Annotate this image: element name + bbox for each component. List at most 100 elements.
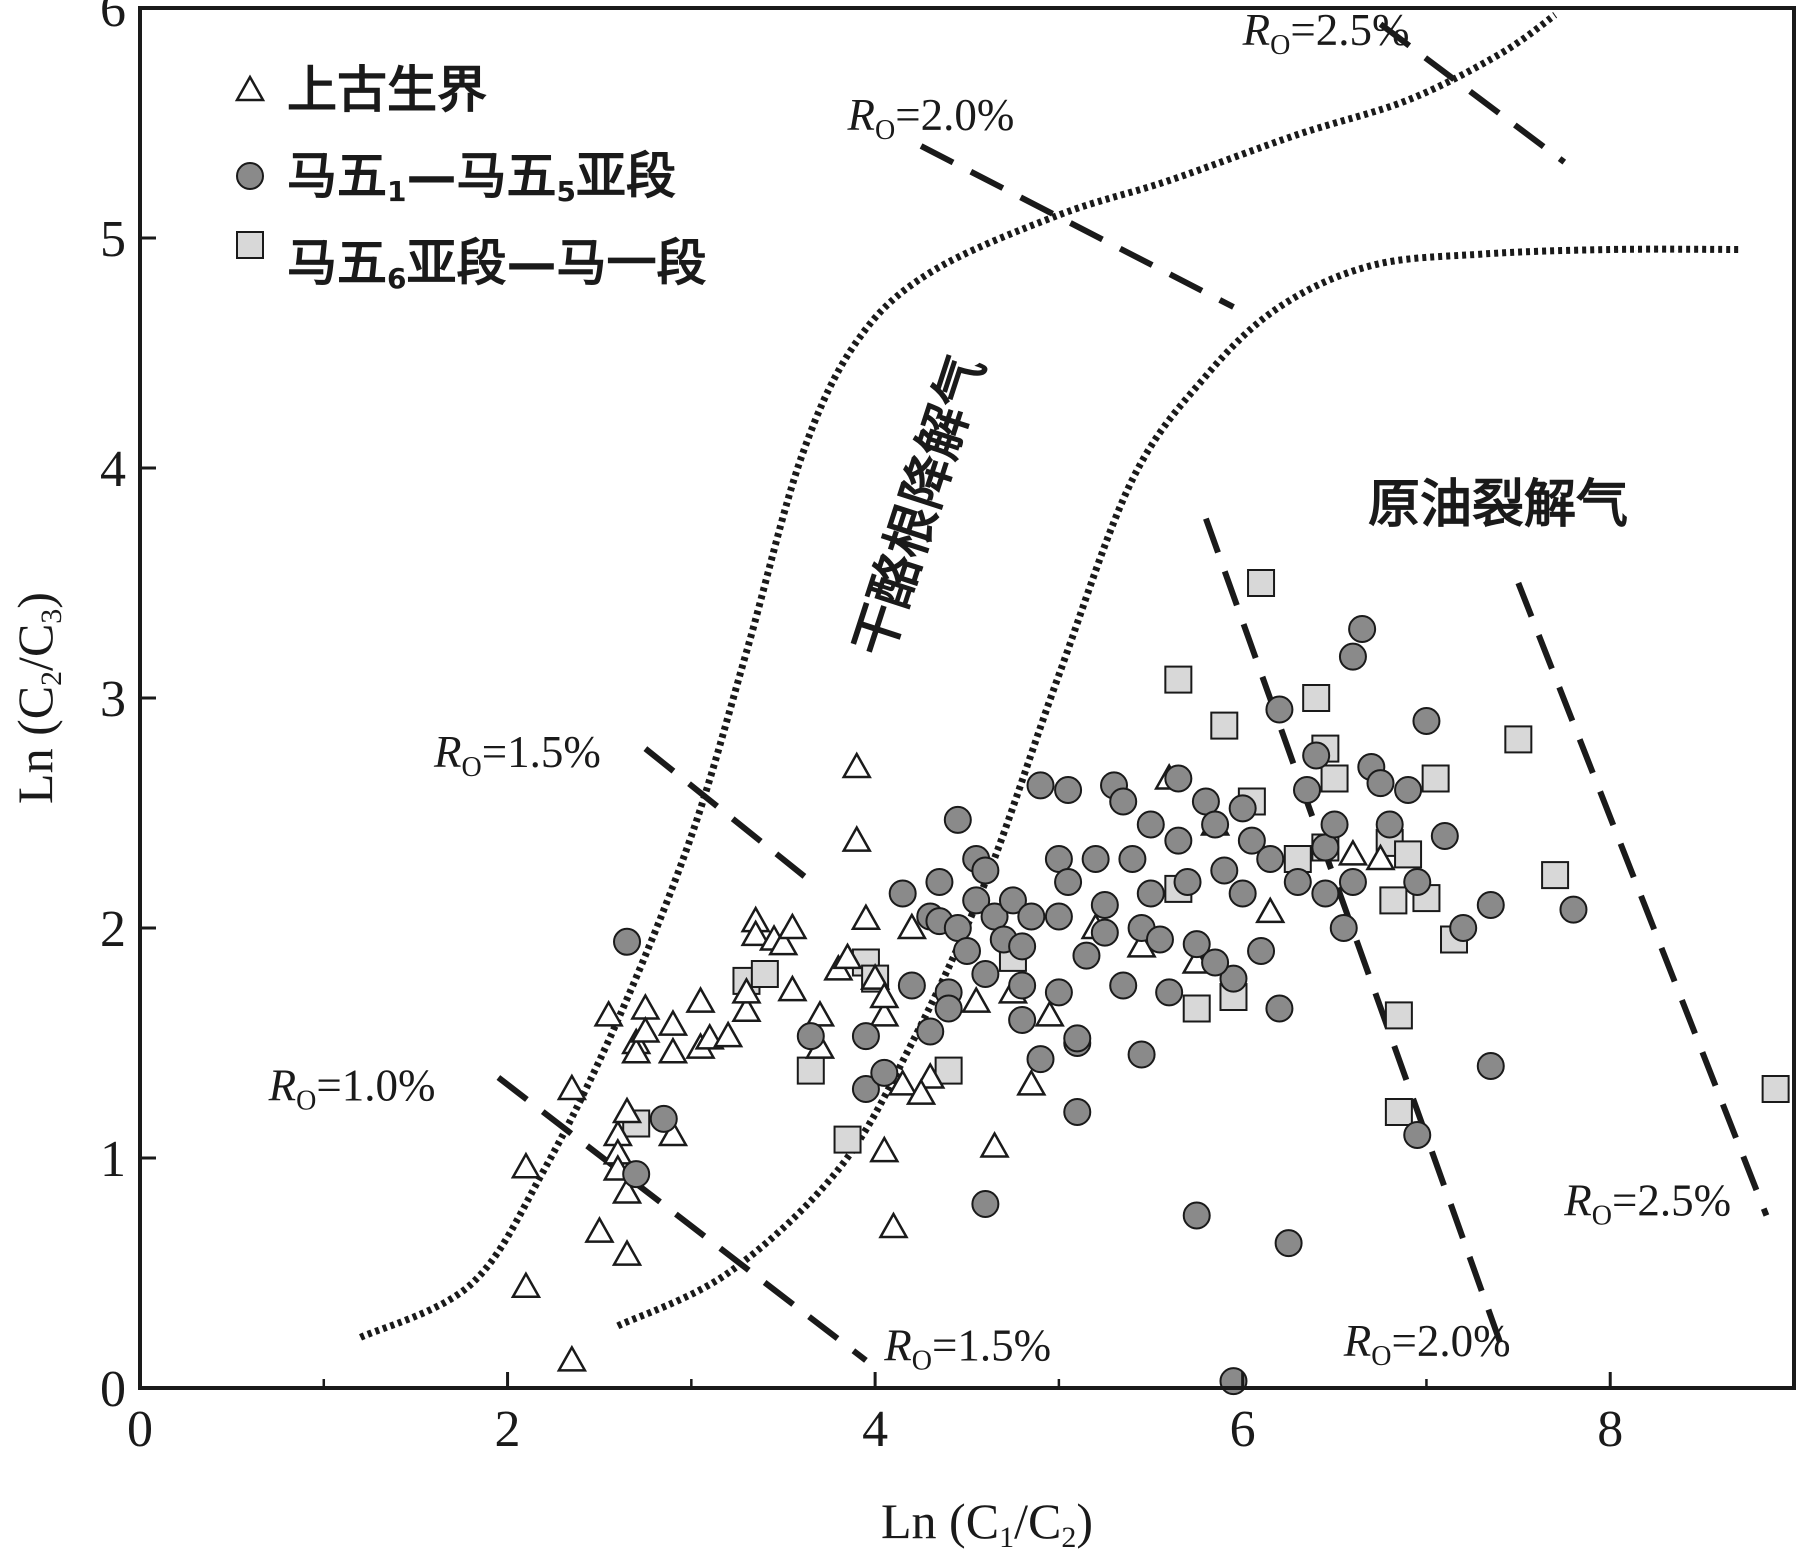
point-ma5-1-5 [1044,902,1073,931]
point-ma5-6-ma1 [833,1125,862,1154]
point-ma5-1-5 [1072,941,1101,970]
ro-isoline [1515,581,1770,1217]
point-ma5-1-5 [1081,845,1110,873]
point-upper-paleozoic [915,1061,946,1089]
legend-marker-ma5-6-ma1 [236,231,264,259]
ro-label: RO=2.0% [1343,1316,1511,1372]
point-upper-paleozoic [556,1073,588,1101]
point-ma5-1-5 [1292,776,1321,804]
point-ma5-1-5 [1109,971,1138,1000]
point-ma5-1-5 [1375,810,1404,839]
point-upper-paleozoic [841,825,872,852]
y-tick-label: 6 [100,0,126,38]
point-ma5-1-5 [1283,868,1312,896]
region-label-kerogen: 干酪根降解气 [843,349,996,664]
point-ma5-1-5 [1403,868,1432,896]
kerogen-boundary-curve [616,245,1739,1330]
point-ma5-1-5 [870,1058,899,1087]
x-tick-label: 6 [1230,1401,1256,1458]
point-upper-paleozoic [896,912,928,940]
point-ma5-1-5 [1265,994,1294,1023]
ro-label: RO=1.0% [268,1061,436,1117]
point-ma5-1-5 [1008,1006,1037,1034]
point-ma5-1-5 [1320,810,1349,839]
point-ma5-1-5 [622,1160,651,1189]
ro-isoline [1378,21,1567,165]
point-upper-paleozoic [685,986,716,1013]
point-upper-paleozoic [657,1009,689,1036]
point-upper-paleozoic [584,1216,615,1243]
point-upper-paleozoic [611,1176,643,1204]
point-ma5-1-5 [1274,1229,1303,1258]
point-upper-paleozoic [905,1078,937,1105]
point-ma5-6-ma1 [1384,1098,1413,1126]
point-ma5-1-5 [888,879,917,908]
point-upper-paleozoic [621,1036,652,1064]
x-tick-label: 8 [1597,1401,1623,1458]
point-upper-paleozoic [979,1130,1010,1158]
point-ma5-6-ma1 [1210,711,1239,740]
point-ma5-1-5 [1173,868,1202,896]
point-upper-paleozoic [556,1344,588,1372]
point-upper-paleozoic [1255,896,1286,924]
point-upper-paleozoic [961,986,992,1013]
point-ma5-1-5 [925,868,954,896]
point-upper-paleozoic [712,1020,744,1048]
point-ma5-1-5 [1164,826,1193,855]
point-ma5-1-5 [1127,1040,1156,1069]
point-ma5-1-5 [1008,971,1037,1000]
point-upper-paleozoic [657,1036,689,1064]
point-ma5-1-5 [1044,978,1073,1007]
boundary-curves [359,12,1770,1363]
point-ma5-1-5 [916,1017,945,1046]
point-ma5-1-5 [1265,695,1294,724]
point-ma5-6-ma1 [750,960,779,988]
plot-frame [138,6,1796,1390]
point-upper-paleozoic [611,1096,643,1124]
point-ma5-1-5 [1228,794,1257,823]
point-upper-paleozoic [869,981,900,1009]
x-tick-label: 2 [495,1401,521,1458]
point-ma5-1-5 [613,927,642,956]
point-ma5-6-ma1 [796,1056,825,1085]
point-ma5-1-5 [1366,769,1395,798]
point-upper-paleozoic [804,999,836,1027]
region-label-oil-cracking: 原油裂解气 [1368,475,1628,535]
point-ma5-6-ma1 [1182,994,1211,1023]
point-upper-paleozoic [777,974,808,1002]
point-ma5-1-5 [1026,771,1055,800]
point-upper-paleozoic [768,928,799,956]
point-ma5-1-5 [1118,845,1147,873]
point-upper-paleozoic [1337,838,1369,866]
point-ma5-1-5 [1228,879,1257,908]
legend-label-ma5-1-5: 马五1—马五5亚段 [287,147,676,208]
point-upper-paleozoic [832,942,863,970]
legend-label-ma5-6-ma1: 马五6亚段—马一段 [287,234,706,295]
ro-isoline [496,1075,868,1363]
point-ma5-1-5 [971,856,1000,885]
point-ma5-1-5 [1145,925,1174,954]
point-ma5-6-ma1 [1320,764,1349,793]
point-ma5-6-ma1 [1384,1001,1413,1030]
axes: 0 2 4 6 8 0 1 2 3 4 5 6 Ln (C1/C2) Ln (C2/C3) [7,0,1623,1552]
point-upper-paleozoic [657,1119,689,1147]
legend-label-upper-paleozoic: 上古生界 [287,61,487,119]
ro-label: RO=1.5% [433,727,601,783]
point-upper-paleozoic [1016,1068,1047,1096]
point-ma5-1-5 [1256,845,1285,873]
point-ma5-6-ma1 [1421,764,1450,793]
point-upper-paleozoic [777,912,808,940]
point-ma5-1-5 [971,960,1000,988]
point-ma5-1-5 [1302,741,1331,770]
point-upper-paleozoic [630,992,661,1020]
point-upper-paleozoic [841,751,872,779]
y-tick-label: 2 [100,901,126,958]
point-ma5-1-5 [1559,895,1588,924]
point-ma5-1-5 [1182,1201,1211,1230]
point-ma5-1-5 [1201,810,1230,839]
point-upper-paleozoic [510,1271,542,1299]
ro-isoline [919,143,1235,310]
ro-labels: RO=2.5% RO=2.0% RO=1.5% RO=1.0% RO=1.5% RO=2.… [268,5,1731,1377]
legend-marker-ma5-1-5 [236,162,264,190]
kerogen-boundary-curve [359,12,1558,1341]
